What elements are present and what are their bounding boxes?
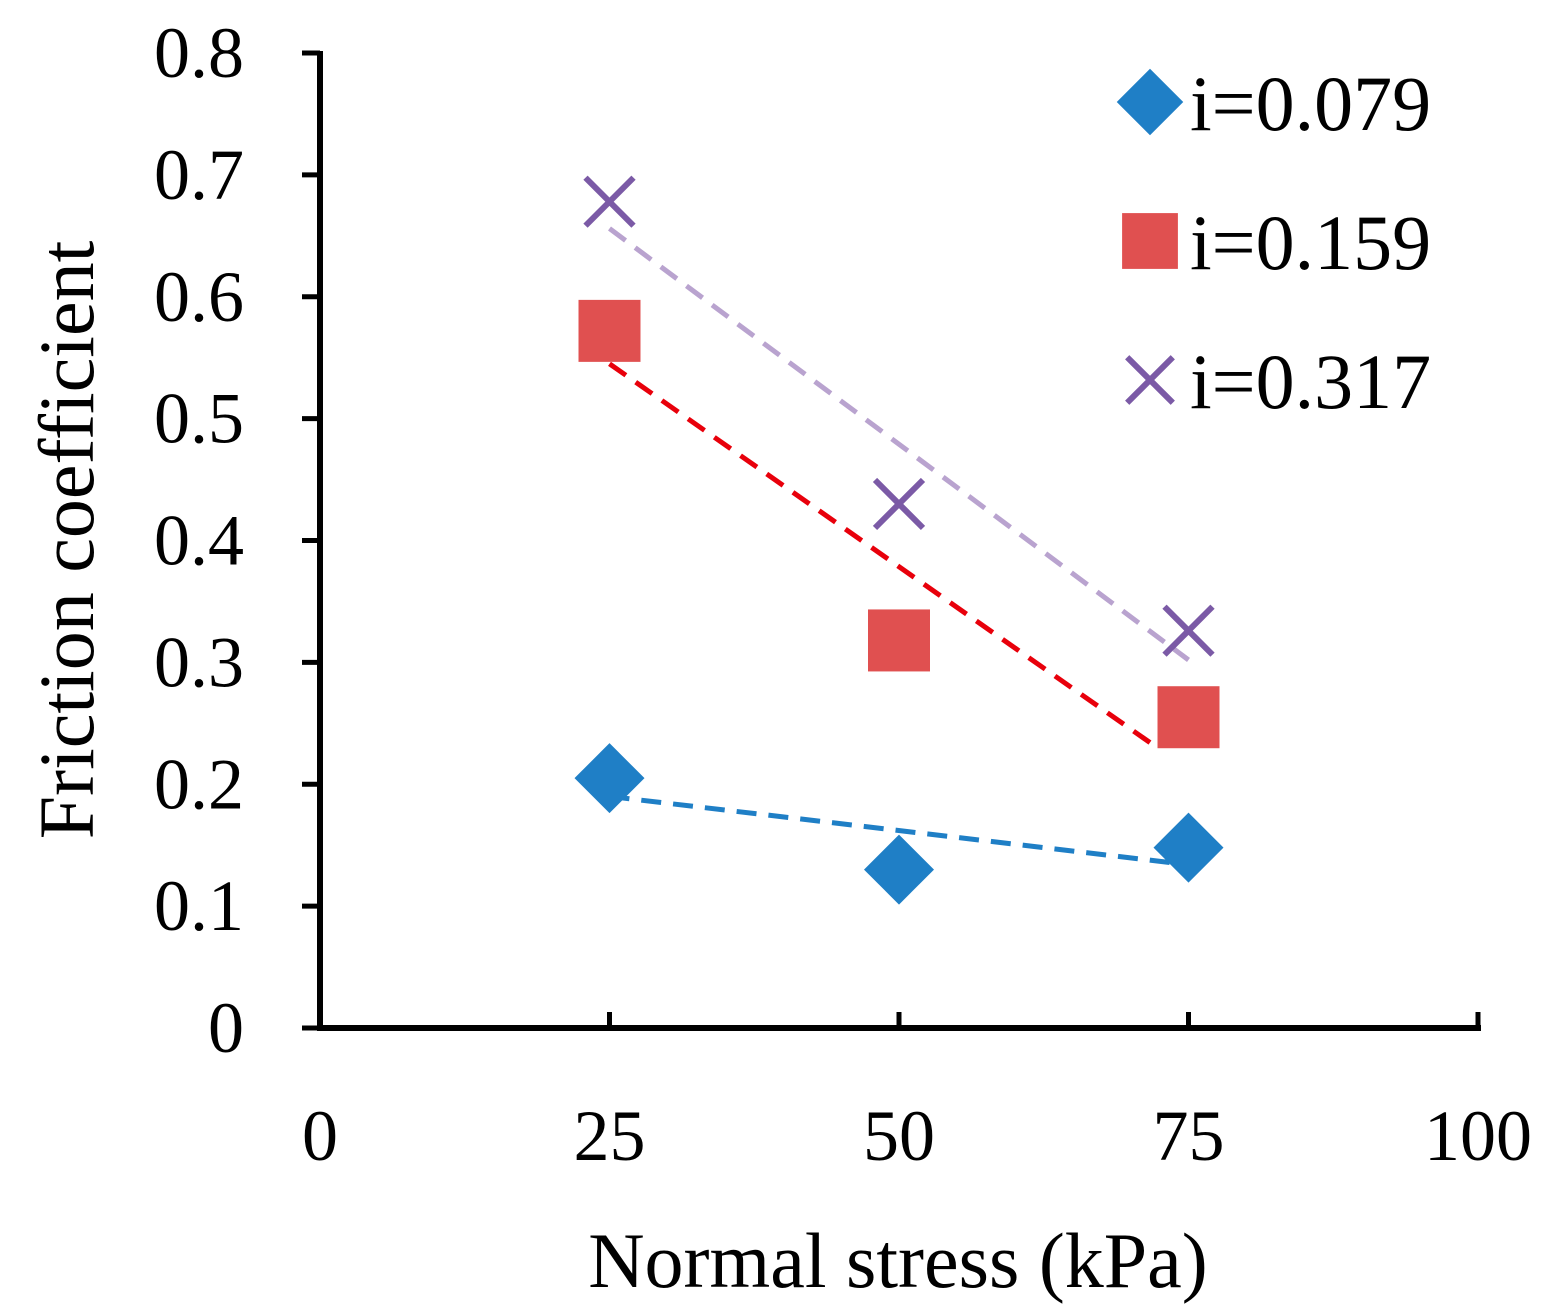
y-tick-label: 0.8 xyxy=(154,13,244,93)
data-point-cross xyxy=(583,175,636,228)
trendlines xyxy=(608,226,1190,868)
data-point-cross xyxy=(872,477,926,531)
x-tick-label: 25 xyxy=(574,1096,646,1176)
legend-label: i=0.159 xyxy=(1190,199,1431,286)
legend: i=0.079 i=0.159 i=0.317 xyxy=(1116,60,1431,425)
y-tick-label: 0.1 xyxy=(154,866,244,946)
trendline-diamond xyxy=(609,793,1189,868)
data-point-cross-stroke xyxy=(1162,604,1215,657)
data-point-cross-stroke xyxy=(872,477,926,531)
trendline-square xyxy=(608,361,1156,748)
legend-label: i=0.317 xyxy=(1190,338,1431,425)
x-tick-label: 50 xyxy=(863,1096,935,1176)
data-point-square xyxy=(868,609,930,672)
x-tick-label: 100 xyxy=(1424,1096,1532,1176)
y-tick-label: 0.6 xyxy=(154,257,244,337)
legend-marker-square xyxy=(1122,213,1178,269)
y-tick-label: 0.4 xyxy=(154,501,244,581)
legend-marker-cross-stroke xyxy=(1125,355,1175,405)
y-tick-label: 0.2 xyxy=(154,744,244,824)
trendline-cross xyxy=(608,226,1190,662)
data-point-diamond xyxy=(574,743,645,814)
x-axis-title: Normal stress (kPa) xyxy=(588,1217,1208,1304)
legend-label: i=0.079 xyxy=(1190,60,1431,147)
y-tick-label: 0 xyxy=(208,988,244,1068)
axes xyxy=(302,50,1481,1031)
y-tick-label: 0.7 xyxy=(154,135,244,215)
legend-marker-cross xyxy=(1125,355,1175,405)
y-tick-label: 0.5 xyxy=(154,379,244,459)
data-markers xyxy=(574,175,1224,905)
data-point-diamond xyxy=(864,834,934,905)
x-tick-label: 75 xyxy=(1153,1096,1225,1176)
data-point-cross xyxy=(1162,604,1215,657)
x-tick-label: 0 xyxy=(302,1096,338,1176)
tick-labels: 0 0.1 0.2 0.3 0.4 0.5 0.6 0.7 0.8 0 25 50 75 100 xyxy=(154,13,1532,1176)
legend-marker-diamond xyxy=(1116,68,1184,136)
y-tick-label: 0.3 xyxy=(154,622,244,702)
data-point-square xyxy=(1157,686,1220,749)
data-point-diamond xyxy=(1153,812,1224,883)
data-point-square xyxy=(578,299,641,362)
y-axis-title: Friction coefficient xyxy=(23,240,110,839)
data-point-cross-stroke xyxy=(583,175,636,228)
